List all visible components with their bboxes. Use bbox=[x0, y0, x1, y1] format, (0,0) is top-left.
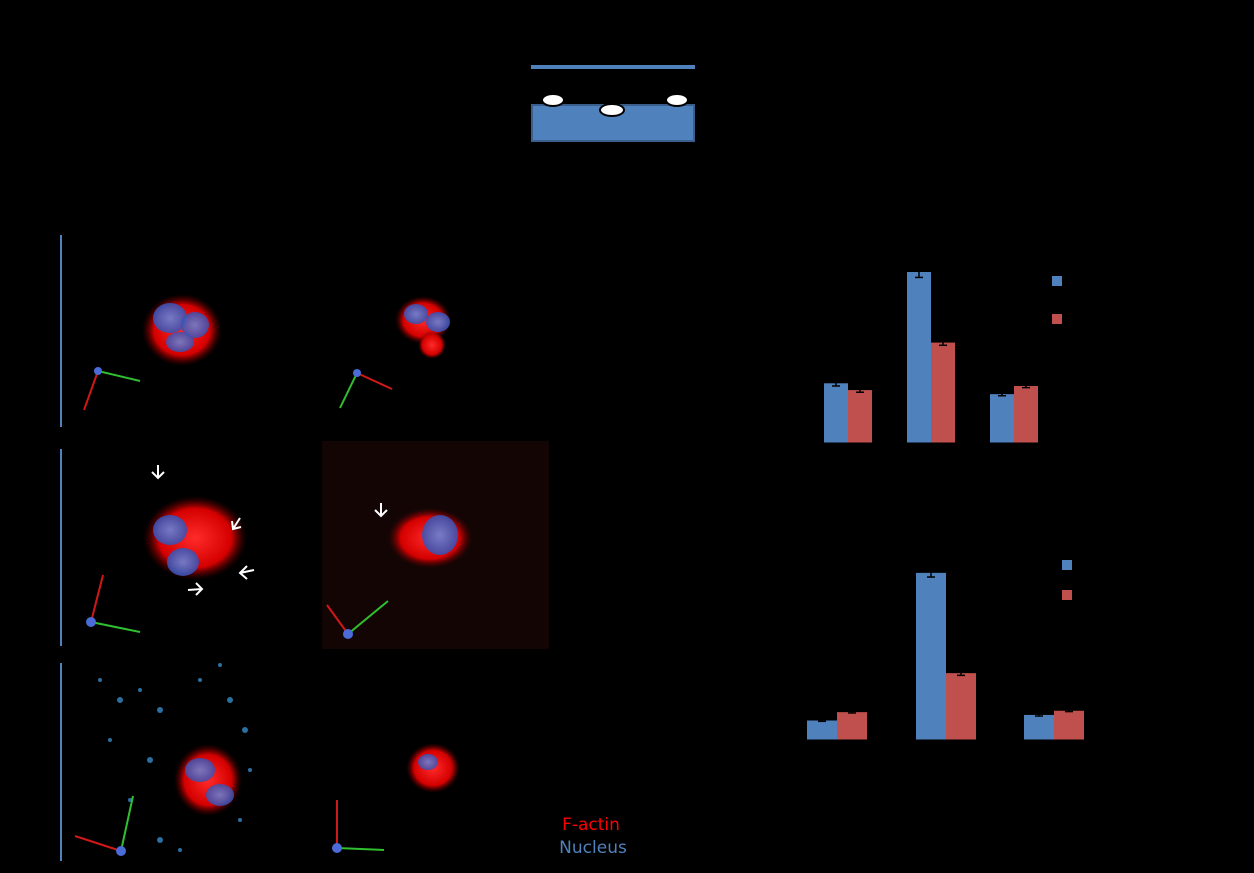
cell-image bbox=[142, 294, 222, 366]
bar bbox=[807, 720, 837, 740]
bar bbox=[990, 394, 1014, 443]
row-divider-bar bbox=[60, 235, 62, 427]
cell-image bbox=[143, 496, 247, 580]
bar bbox=[848, 390, 872, 443]
bar bbox=[1024, 714, 1054, 740]
cell-image bbox=[174, 744, 242, 816]
axes-triad-icon bbox=[326, 600, 389, 639]
legend-factin-label: F-actin bbox=[562, 815, 620, 835]
bar bbox=[824, 383, 848, 443]
axes-triad-icon bbox=[332, 800, 385, 853]
axes-triad-icon bbox=[339, 369, 393, 409]
bar bbox=[946, 673, 976, 740]
axes-triad-icon bbox=[86, 574, 141, 633]
bead bbox=[541, 93, 565, 107]
bead-particles bbox=[98, 663, 252, 852]
row-divider-bar bbox=[60, 663, 62, 861]
bar bbox=[931, 342, 955, 443]
axes-triad-icon bbox=[74, 795, 134, 856]
bar bbox=[1014, 386, 1038, 443]
top-plate bbox=[531, 65, 695, 69]
cell-image bbox=[388, 508, 472, 568]
legend-swatch bbox=[1052, 276, 1062, 286]
bar bbox=[916, 572, 946, 740]
legend-swatch bbox=[1062, 560, 1072, 570]
bar bbox=[907, 272, 931, 443]
legend-swatch bbox=[1062, 590, 1072, 600]
legend-swatch bbox=[1052, 314, 1062, 324]
cell-image bbox=[395, 296, 451, 359]
axes-triad-icon bbox=[83, 367, 141, 411]
bar bbox=[837, 712, 867, 740]
bead bbox=[665, 93, 689, 107]
bead bbox=[599, 103, 625, 117]
row-divider-bar bbox=[60, 449, 62, 646]
legend-nucleus-label: Nucleus bbox=[559, 838, 627, 858]
cell-image bbox=[406, 743, 460, 793]
arrow-icon bbox=[374, 503, 388, 518]
bar bbox=[1054, 710, 1084, 740]
arrow-icon bbox=[151, 465, 255, 596]
